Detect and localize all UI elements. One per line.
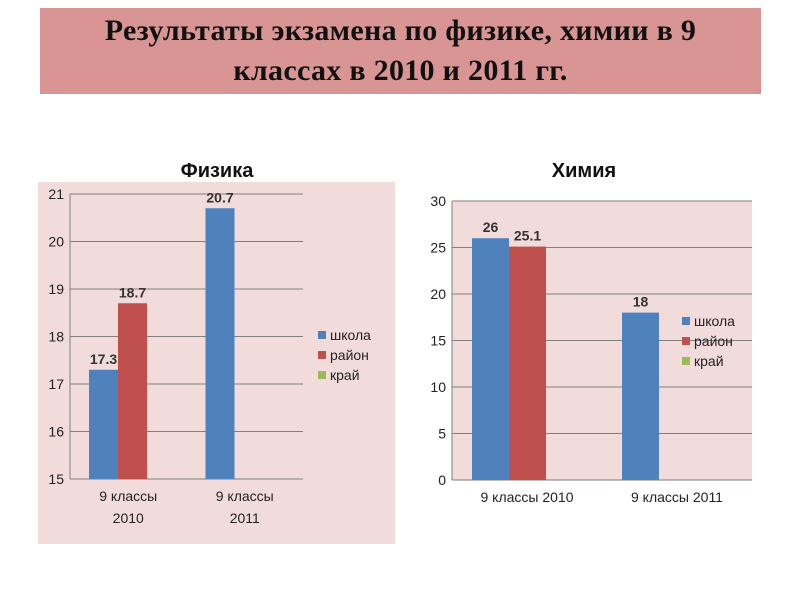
physics-chart-title: Физика <box>180 160 254 182</box>
chemistry-bar <box>472 238 509 480</box>
physics-legend-swatch <box>318 371 326 379</box>
chemistry-legend-swatch <box>682 337 690 345</box>
chemistry-ytick-label: 30 <box>430 193 446 209</box>
physics-data-label: 17.3 <box>90 351 117 367</box>
chemistry-bar <box>622 312 659 480</box>
chemistry-legend-label: район <box>694 333 733 349</box>
physics-legend-label: район <box>330 347 369 363</box>
chemistry-ytick-label: 0 <box>438 472 446 488</box>
physics-xtick-label: 9 классы 2010 <box>99 488 157 526</box>
physics-ytick-label: 20 <box>48 234 64 250</box>
physics-xtick-label: 9 классы 2011 <box>216 488 274 526</box>
chemistry-data-label: 25.1 <box>514 228 541 244</box>
chemistry-legend-swatch <box>682 317 690 325</box>
chemistry-data-label: 26 <box>483 219 499 235</box>
physics-ytick-label: 15 <box>48 471 64 487</box>
chemistry-ytick-label: 10 <box>430 379 446 395</box>
physics-legend-swatch <box>318 331 326 339</box>
chemistry-ytick-label: 20 <box>430 286 446 302</box>
physics-ytick-label: 16 <box>48 424 64 440</box>
physics-data-label: 20.7 <box>206 189 233 205</box>
physics-bar <box>89 369 118 479</box>
chemistry-ytick-label: 15 <box>430 333 446 349</box>
physics-bar <box>118 303 147 479</box>
chemistry-ytick-label: 5 <box>438 426 446 442</box>
chemistry-xtick-label: 9 классы 2011 <box>631 489 723 505</box>
physics-legend-label: школа <box>330 327 371 343</box>
chemistry-chart: 0 5 10 15 20 25 30 26 25.1 9 классы 2010 18 9 класс… <box>430 193 752 505</box>
chemistry-legend-label: школа <box>694 313 735 329</box>
chemistry-xtick-label: 9 классы 2010 <box>480 489 573 505</box>
chemistry-ytick-label: 25 <box>430 240 446 256</box>
physics-legend-swatch <box>318 351 326 359</box>
physics-chart: 15 16 17 18 19 20 21 17.3 18.7 9 классы 2010 20.7 9 … <box>48 186 371 526</box>
chemistry-chart-title: Химия <box>551 160 617 182</box>
chemistry-bar <box>509 246 546 480</box>
chemistry-data-label: 18 <box>633 294 649 310</box>
chemistry-legend-swatch <box>682 357 690 365</box>
physics-data-label: 18.7 <box>119 284 146 300</box>
physics-ytick-label: 21 <box>48 186 64 202</box>
physics-ytick-label: 19 <box>48 281 64 297</box>
page-title: Результаты экзамена по физике, химии в 9… <box>104 14 697 87</box>
physics-ytick-label: 18 <box>48 329 64 345</box>
physics-legend-label: край <box>330 367 360 383</box>
title-banner: Результаты экзамена по физике, химии в 9… <box>40 8 761 94</box>
physics-ytick-label: 17 <box>48 376 64 392</box>
chemistry-legend-label: край <box>694 353 724 369</box>
physics-bar <box>205 208 235 479</box>
